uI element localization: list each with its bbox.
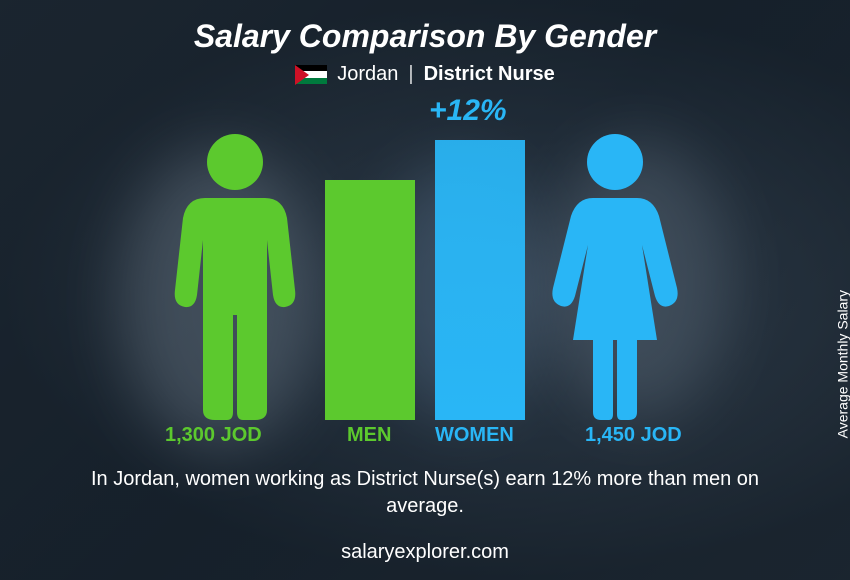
chart-title: Salary Comparison By Gender [194,18,656,55]
women-axis-label: WOMEN [435,424,514,447]
female-person-icon [545,130,685,420]
jordan-flag-icon [295,65,327,85]
men-axis-label: MEN [347,424,391,447]
male-person-icon [165,130,305,420]
chart-area: +12% 1,300 JOD MEN WOMEN 1,450 JOD [75,100,775,460]
women-salary-value: 1,450 JOD [585,424,682,447]
description-text: In Jordan, women working as District Nur… [85,466,765,520]
axis-labels: 1,300 JOD MEN WOMEN 1,450 JOD [75,424,775,452]
percentage-difference-label: +12% [429,94,507,128]
y-axis-label: Average Monthly Salary [834,290,850,438]
subtitle-row: Jordan | District Nurse [295,63,555,86]
country-label: Jordan [337,63,398,86]
job-title-label: District Nurse [424,63,555,86]
men-salary-value: 1,300 JOD [165,424,262,447]
men-salary-bar [325,180,415,420]
subtitle-separator: | [408,63,413,86]
footer-source: salaryexplorer.com [0,541,850,564]
women-salary-bar [435,140,525,420]
